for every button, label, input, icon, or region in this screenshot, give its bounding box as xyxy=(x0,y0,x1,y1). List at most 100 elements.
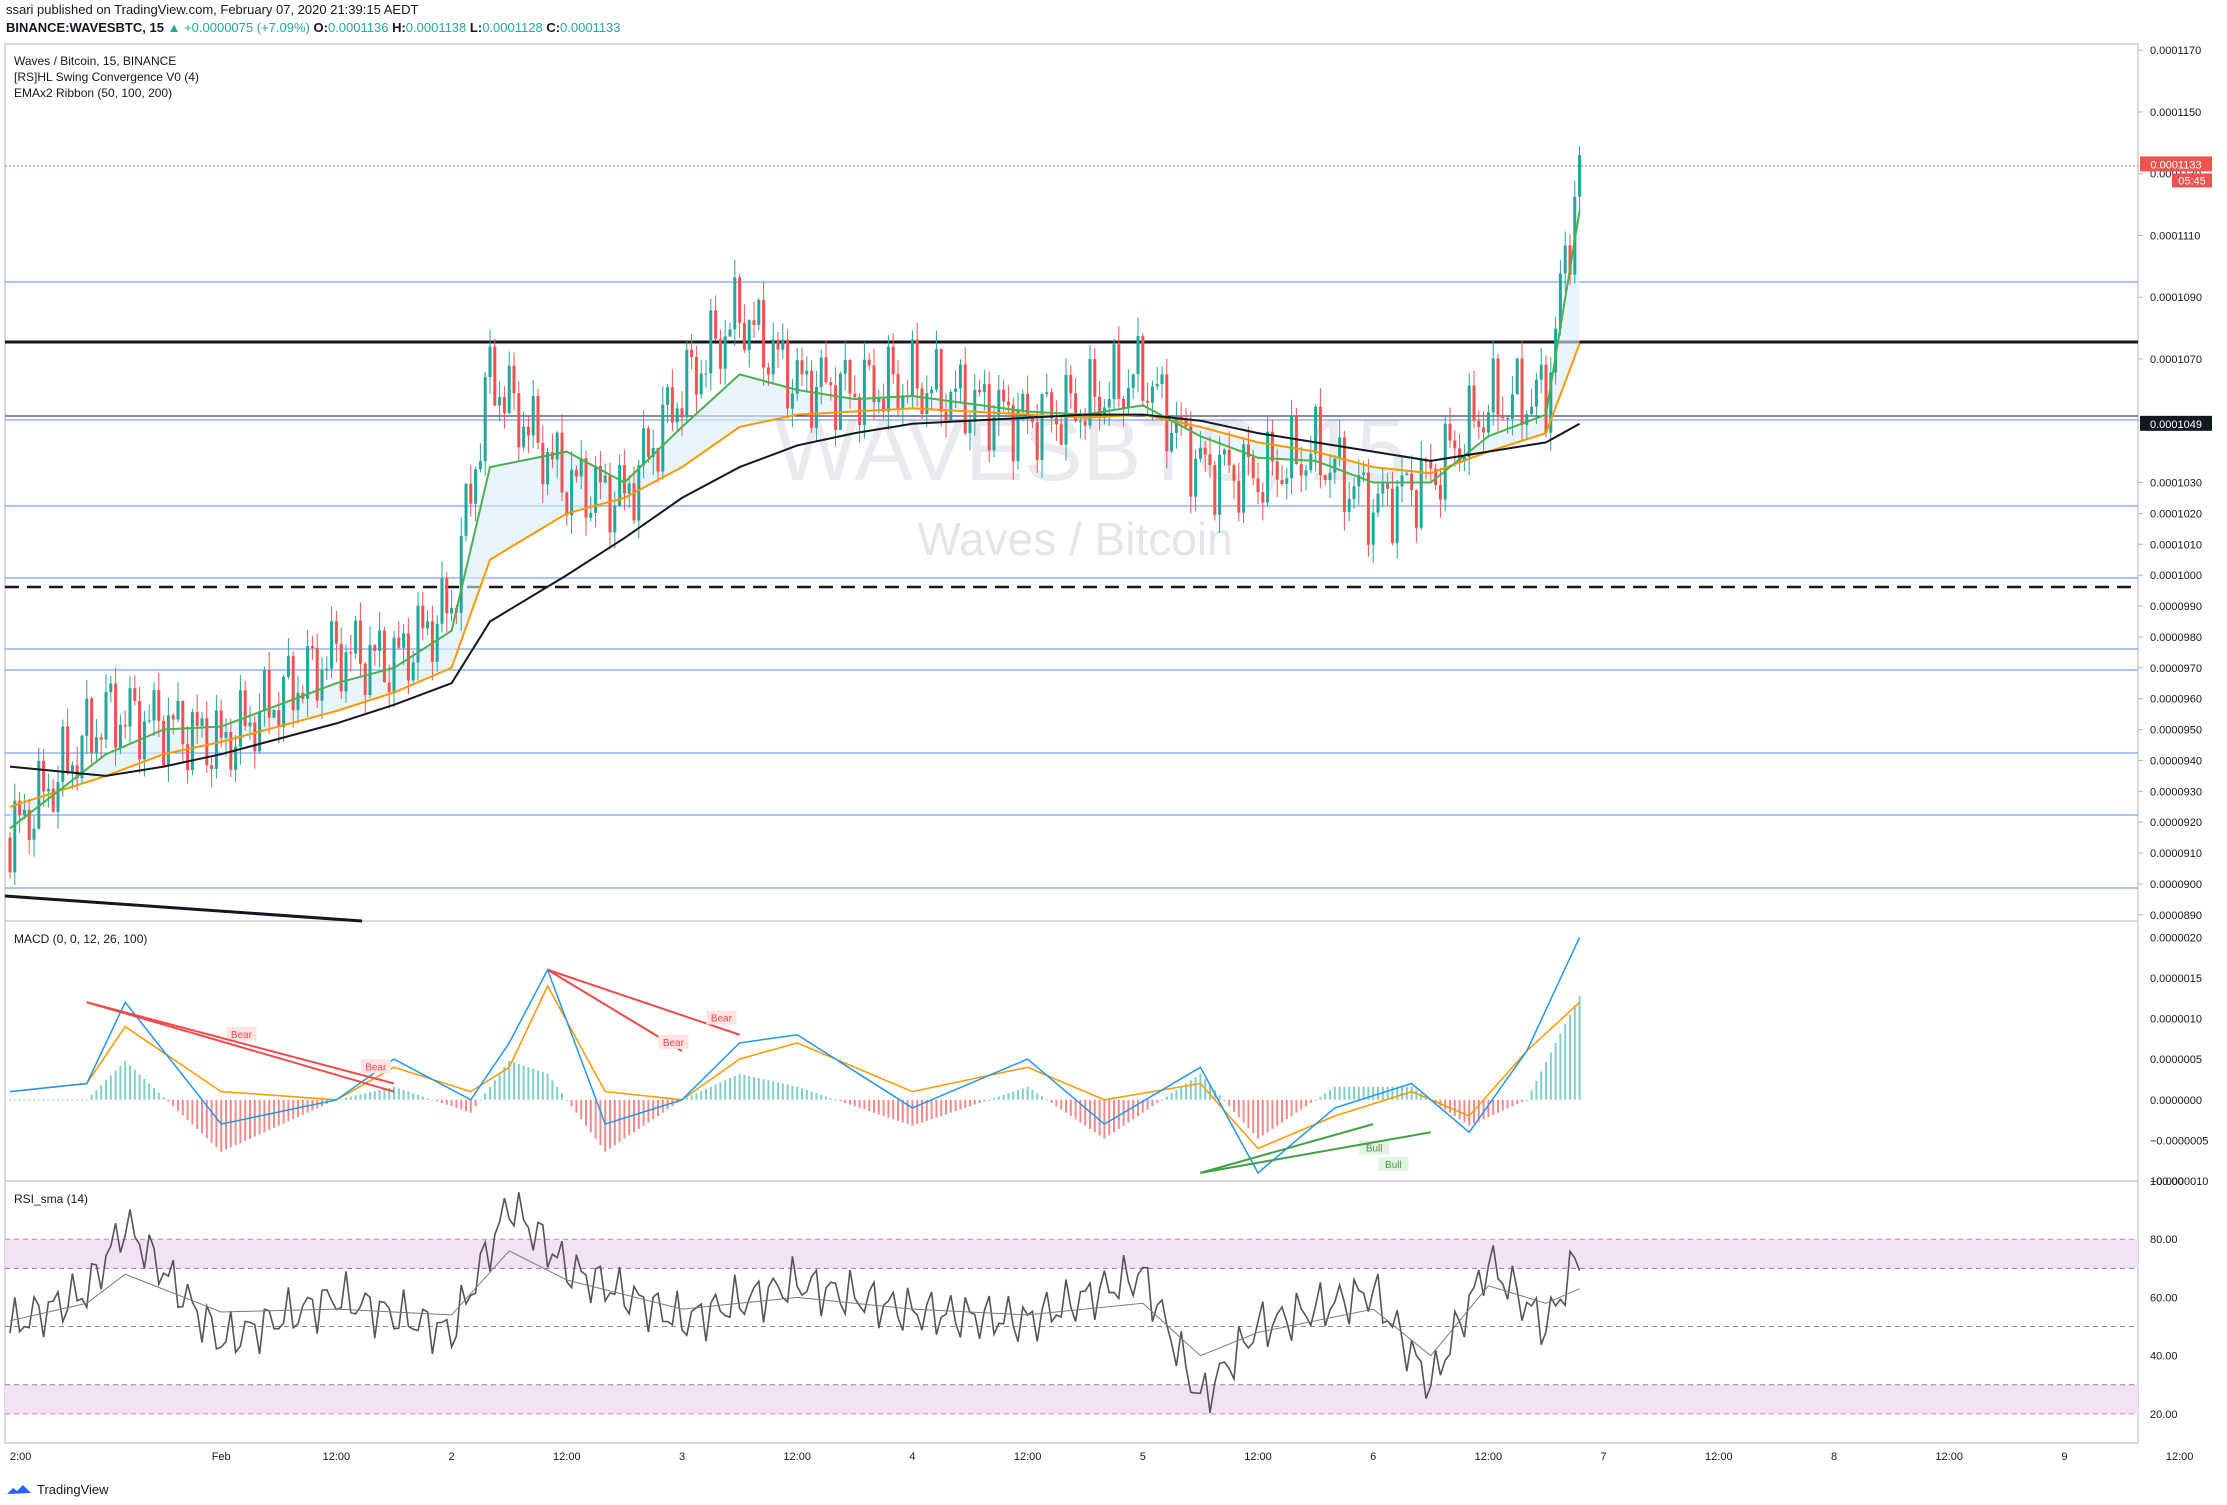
macd-hist-bar xyxy=(1098,1099,1101,1136)
candle-body xyxy=(1501,414,1505,419)
candle-body xyxy=(1448,423,1452,441)
macd-hist-bar xyxy=(1103,1099,1106,1139)
macd-hist-bar xyxy=(1089,1099,1091,1129)
candle-body xyxy=(507,365,511,413)
candle-body xyxy=(589,512,593,518)
price-pane[interactable] xyxy=(4,43,2139,922)
divergence-line xyxy=(86,1001,395,1093)
macd-hist-bar xyxy=(1487,1099,1490,1118)
divergence-line xyxy=(86,1001,395,1085)
macd-hist-bar xyxy=(1545,1061,1547,1100)
macd-hist-bar xyxy=(1189,1080,1192,1100)
macd-hist-bar xyxy=(412,1093,415,1100)
candle-body xyxy=(1198,447,1202,459)
candle-body xyxy=(397,637,401,648)
candle-body xyxy=(1558,273,1562,329)
price-tick-label: 0.0001000 xyxy=(2150,570,2202,582)
candle-body xyxy=(392,637,396,693)
candle-body xyxy=(786,339,790,409)
candle-body xyxy=(771,339,775,375)
macd-hist-bar xyxy=(1012,1091,1015,1100)
macd-hist-bar xyxy=(853,1099,856,1107)
macd-hist-bar xyxy=(42,1099,45,1101)
macd-hist-bar xyxy=(1175,1090,1178,1100)
macd-hist-bar xyxy=(623,1099,626,1139)
price-tick-label: 0.0000890 xyxy=(2150,910,2202,922)
candle-body xyxy=(877,398,881,403)
time-tick-label: 12:00 xyxy=(1244,1451,1272,1463)
macd-hist-bar xyxy=(1079,1099,1082,1123)
macd-hist-bar xyxy=(378,1090,381,1100)
candle-body xyxy=(925,393,929,414)
macd-hist-bar xyxy=(829,1098,832,1100)
candle-body xyxy=(618,465,622,506)
tradingview-logo[interactable]: TradingView xyxy=(6,1482,109,1497)
macd-hist-bar xyxy=(945,1099,947,1115)
macd-hist-bar xyxy=(1554,1043,1557,1100)
macd-pane[interactable] xyxy=(4,920,2139,1182)
candle-body xyxy=(997,389,1001,418)
macd-hist-bar xyxy=(1415,1090,1418,1100)
candle-body xyxy=(123,724,127,727)
rsi-legend[interactable]: RSI_sma (14) xyxy=(14,1192,89,1206)
tradingview-icon xyxy=(7,1484,31,1494)
legend-title[interactable]: Waves / Bitcoin, 15, BINANCE xyxy=(14,54,177,68)
candle-body xyxy=(1141,336,1145,401)
candle-body xyxy=(1136,336,1140,375)
candle-body xyxy=(56,782,60,812)
macd-hist-bar xyxy=(263,1099,266,1133)
macd-hist-bar xyxy=(1362,1086,1365,1100)
time-tick-label: 8 xyxy=(1831,1451,1837,1463)
macd-hist-bar xyxy=(1199,1073,1202,1100)
rsi-overbought-band xyxy=(5,1239,2138,1269)
candle-body xyxy=(181,700,185,745)
candle-body xyxy=(800,360,804,375)
macd-hist-bar xyxy=(1521,1099,1523,1102)
macd-hist-bar xyxy=(940,1099,943,1116)
candle-body xyxy=(824,357,828,383)
macd-hist-bar xyxy=(1017,1090,1019,1100)
macd-hist-bar xyxy=(906,1099,909,1125)
publish-info: ssari published on TradingView.com, Febr… xyxy=(6,2,419,17)
candle-body xyxy=(1026,393,1030,416)
price-tick-label: 0.0000990 xyxy=(2150,601,2202,613)
candle-body xyxy=(286,656,290,677)
time-tick-label: 5 xyxy=(1140,1451,1146,1463)
watermark-name: Waves / Bitcoin xyxy=(917,513,1232,565)
candle-body xyxy=(574,469,578,477)
candle-body xyxy=(882,398,886,412)
rsi-tick-label: 80.00 xyxy=(2150,1234,2178,1246)
candle-body xyxy=(598,465,602,483)
macd-hist-bar xyxy=(825,1096,827,1100)
price-tick-label: 0.0000970 xyxy=(2150,663,2202,675)
candle-body xyxy=(1069,374,1073,394)
candle-body xyxy=(1002,389,1006,402)
candle-body xyxy=(474,469,478,504)
candle-body xyxy=(1035,422,1039,460)
macd-hist-bar xyxy=(1252,1099,1255,1134)
macd-hist-bar xyxy=(153,1088,155,1100)
legend-indicator-1[interactable]: [RS]HL Swing Convergence V0 (4) xyxy=(14,70,199,84)
candle-body xyxy=(723,336,727,369)
time-tick-label: 7 xyxy=(1601,1451,1607,1463)
candle-body xyxy=(973,389,977,422)
legend-indicator-2[interactable]: EMAx2 Ribbon (50, 100, 200) xyxy=(14,86,173,100)
macd-hist-bar xyxy=(964,1099,967,1108)
candle-body xyxy=(896,374,900,408)
macd-hist-bar xyxy=(993,1098,995,1100)
macd-hist-bar xyxy=(172,1099,175,1107)
candle-body xyxy=(1218,454,1222,515)
macd-hist-bar xyxy=(1209,1084,1211,1100)
ohlc-bar: BINANCE:WAVESBTC, 15 ▲ +0.0000075 (+7.09… xyxy=(6,20,621,35)
macd-hist-bar xyxy=(786,1084,789,1100)
open-value: 0.0001136 xyxy=(327,20,389,35)
macd-legend[interactable]: MACD (0, 0, 12, 26, 100) xyxy=(14,932,148,946)
macd-hist-bar xyxy=(978,1099,981,1103)
macd-hist-bar xyxy=(757,1078,760,1100)
candle-body xyxy=(795,360,799,394)
symbol-label[interactable]: BINANCE:WAVESBTC, 15 xyxy=(6,20,164,35)
candle-body xyxy=(531,396,535,436)
candle-body xyxy=(1453,440,1457,449)
